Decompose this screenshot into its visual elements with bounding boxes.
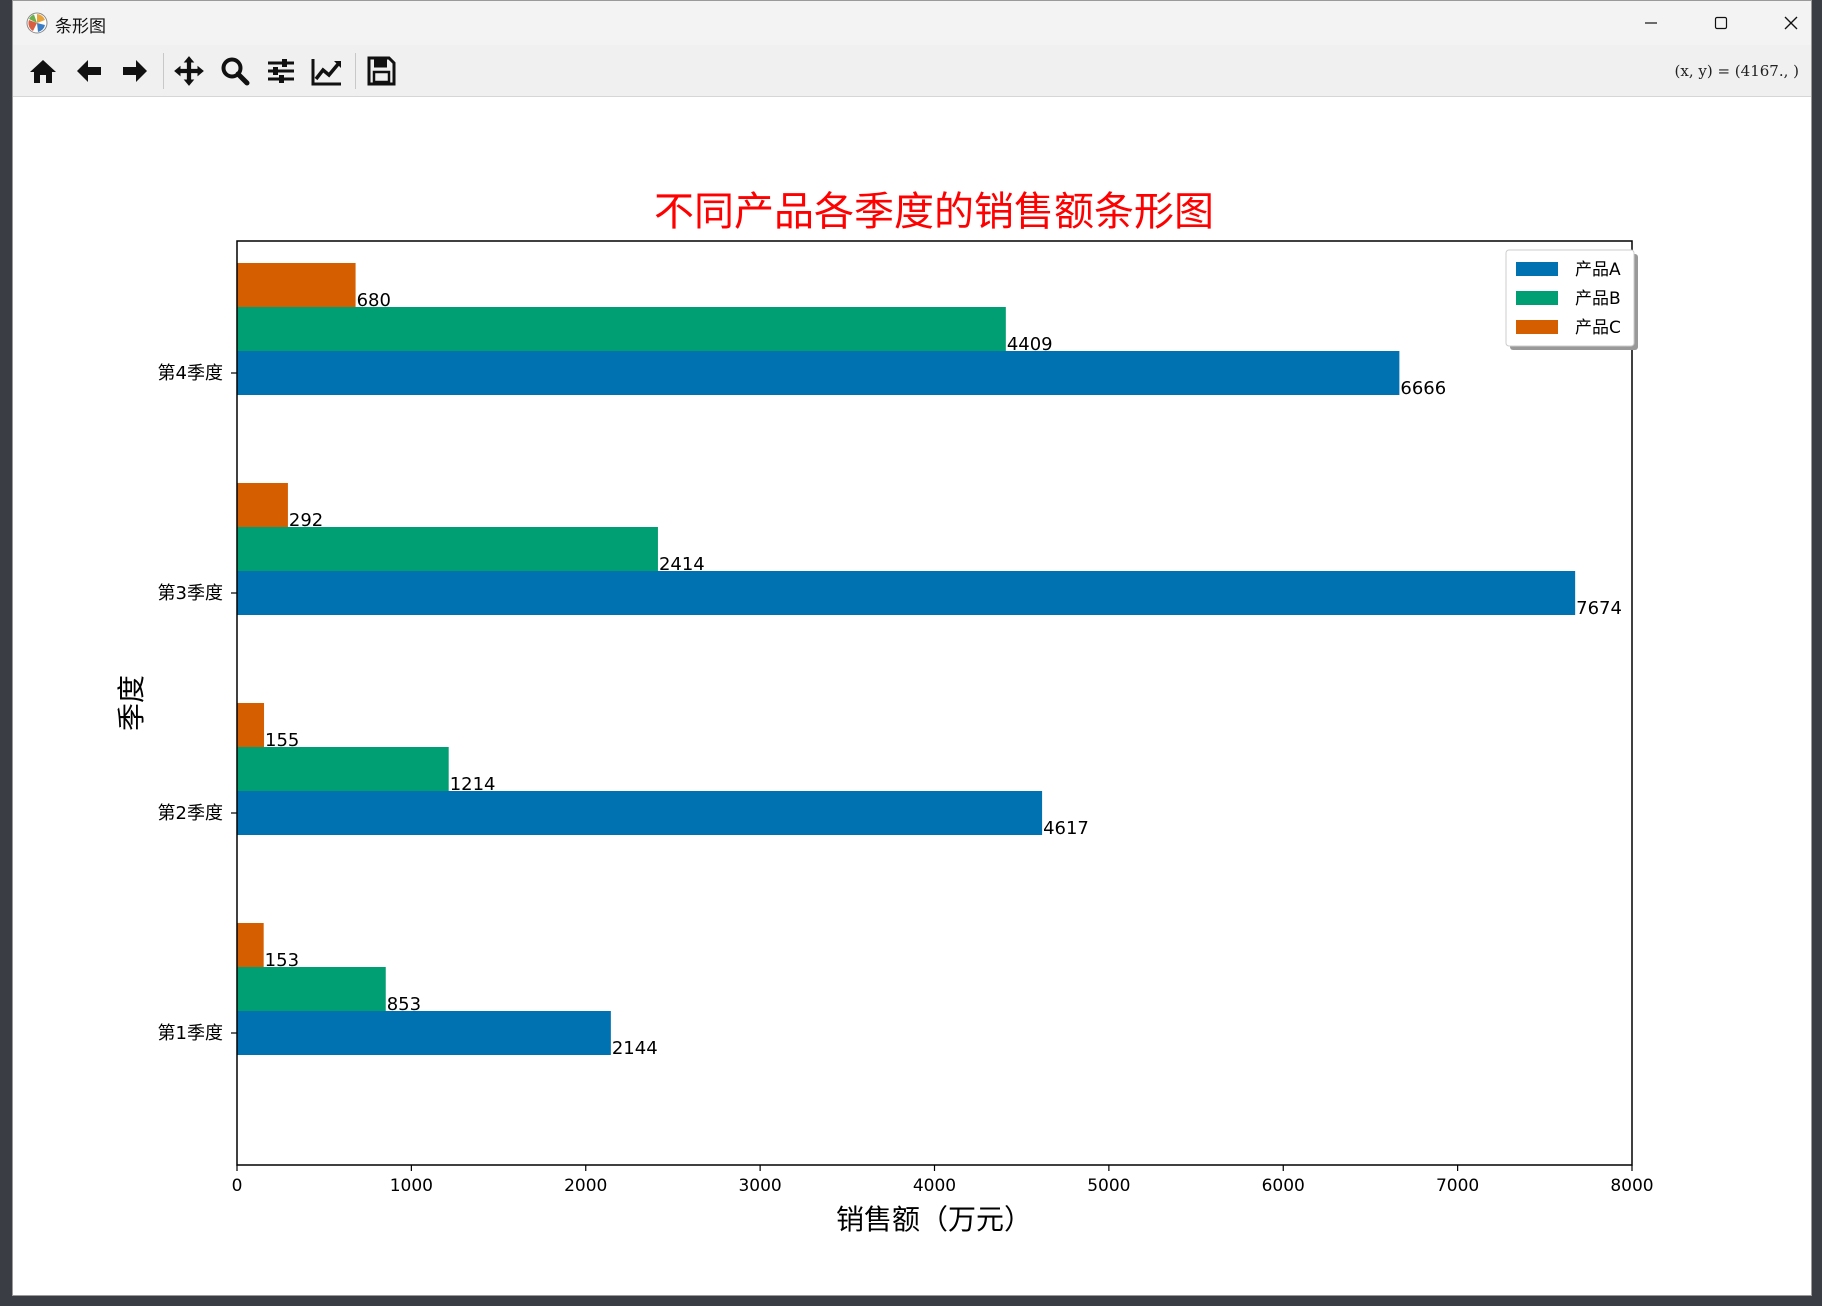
x-tick-label: 6000 [1262, 1176, 1305, 1196]
x-tick-label: 5000 [1087, 1176, 1130, 1196]
back-button[interactable] [69, 51, 109, 91]
bar-1-3 [237, 571, 1576, 615]
bar-value-label: 4617 [1043, 818, 1089, 839]
plot-area-frame [236, 240, 1633, 1166]
bar-3-3 [237, 483, 288, 527]
y-tick-label: 第1季度 [158, 1023, 223, 1044]
window-title: 条形图 [55, 17, 106, 37]
configure-subplots-button[interactable] [261, 51, 301, 91]
bar-3-4 [237, 263, 356, 307]
legend-swatch [1516, 320, 1558, 334]
toolbar-separator [355, 53, 356, 89]
navigation-toolbar: (x, y) = (4167., ) [13, 45, 1811, 97]
bar-value-label: 6666 [1400, 378, 1446, 399]
bar-value-label: 2144 [612, 1038, 658, 1059]
home-icon [30, 60, 56, 83]
x-tick-label: 7000 [1436, 1176, 1479, 1196]
bar-chart: 不同产品各季度的销售额条形图 2144 4617 7674 6666 853 1214 24… [115, 189, 1654, 1236]
legend-label: 产品B [1575, 289, 1621, 309]
x-tick-label: 1000 [390, 1176, 433, 1196]
app-window: 条形图 [12, 0, 1812, 1296]
title-bar[interactable]: 条形图 [13, 1, 1811, 45]
maximize-button[interactable] [1686, 1, 1756, 45]
zoom-magnifier-icon [221, 57, 250, 86]
bar-value-label: 153 [265, 950, 299, 971]
x-tick-label: 2000 [564, 1176, 607, 1196]
x-tick-label: 8000 [1610, 1176, 1653, 1196]
save-button[interactable] [361, 51, 401, 91]
bar-value-label: 680 [357, 290, 391, 311]
bar-2-1 [237, 967, 386, 1011]
configure-subplots-icon [268, 59, 294, 83]
close-button[interactable] [1756, 1, 1811, 45]
data-labels-group: 2144 4617 7674 6666 853 1214 2414 4409 153 155 292… [265, 290, 1622, 1059]
bar-1-4 [237, 351, 1400, 395]
minimize-icon [1645, 22, 1657, 24]
minimize-button[interactable] [1616, 1, 1686, 45]
y-tick-label: 第3季度 [158, 583, 223, 604]
chart-title: 不同产品各季度的销售额条形图 [654, 189, 1214, 235]
bar-value-label: 1214 [450, 774, 496, 795]
bar-value-label: 292 [289, 510, 323, 531]
bars-group [237, 263, 1576, 1055]
home-button[interactable] [23, 51, 63, 91]
bar-3-2 [237, 703, 265, 747]
x-tick-label: 3000 [738, 1176, 781, 1196]
legend-label: 产品C [1575, 318, 1621, 338]
zoom-button[interactable] [215, 51, 255, 91]
bar-value-label: 155 [265, 730, 299, 751]
y-tick-label: 第2季度 [158, 803, 223, 824]
close-icon [1784, 16, 1798, 30]
pan-move-icon [174, 56, 204, 86]
bar-1-2 [237, 791, 1043, 835]
edit-axis-icon [311, 59, 341, 86]
forward-arrow-icon [123, 60, 147, 82]
matplotlib-logo-icon [26, 12, 48, 34]
bar-value-label: 7674 [1576, 598, 1622, 619]
legend: 产品A 产品B 产品C [1505, 249, 1638, 350]
y-tick-label: 第4季度 [158, 363, 223, 384]
bar-2-3 [237, 527, 658, 571]
forward-button[interactable] [115, 51, 155, 91]
x-tick-label: 0 [232, 1176, 243, 1196]
x-tick-label: 4000 [913, 1176, 956, 1196]
bar-3-1 [237, 923, 264, 967]
bar-value-label: 2414 [659, 554, 705, 575]
bar-value-label: 4409 [1007, 334, 1053, 355]
y-axis: 第1季度 第2季度 第3季度 第4季度 [158, 363, 237, 1044]
save-floppy-icon [367, 56, 396, 86]
edit-axis-button[interactable] [307, 51, 347, 91]
figure-canvas[interactable]: 不同产品各季度的销售额条形图 2144 4617 7674 6666 853 1214 24… [13, 97, 1811, 1295]
legend-label: 产品A [1575, 260, 1621, 280]
back-arrow-icon [77, 60, 101, 82]
bar-2-2 [237, 747, 449, 791]
legend-swatch [1516, 262, 1558, 276]
bar-1-1 [237, 1011, 611, 1055]
coordinate-readout: (x, y) = (4167., ) [1674, 62, 1799, 80]
bar-2-4 [237, 307, 1006, 351]
maximize-icon [1714, 16, 1728, 30]
x-axis: 0 1000 2000 3000 4000 5000 6000 7000 8000 [232, 1165, 1654, 1196]
x-axis-label: 销售额（万元） [836, 1203, 1032, 1236]
bar-value-label: 853 [387, 994, 421, 1015]
y-axis-label: 季度 [115, 675, 148, 731]
pan-button[interactable] [169, 51, 209, 91]
toolbar-separator [163, 53, 164, 89]
legend-swatch [1516, 291, 1558, 305]
